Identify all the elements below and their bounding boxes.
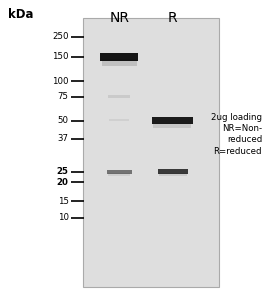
FancyBboxPatch shape [108, 95, 130, 98]
FancyBboxPatch shape [154, 123, 191, 128]
FancyBboxPatch shape [152, 117, 193, 124]
Text: 150: 150 [52, 52, 69, 62]
FancyBboxPatch shape [102, 59, 137, 66]
Text: 15: 15 [58, 196, 69, 206]
Text: 2ug loading
NR=Non-
reduced
R=reduced: 2ug loading NR=Non- reduced R=reduced [211, 112, 262, 156]
Text: 50: 50 [58, 116, 69, 125]
FancyBboxPatch shape [107, 170, 132, 173]
FancyBboxPatch shape [110, 119, 129, 121]
Text: 75: 75 [58, 92, 69, 101]
Text: kDa: kDa [8, 8, 34, 20]
Text: 20: 20 [57, 178, 69, 187]
Text: 10: 10 [58, 213, 69, 222]
Text: 37: 37 [58, 134, 69, 143]
Text: 250: 250 [52, 32, 69, 41]
FancyBboxPatch shape [159, 173, 187, 176]
Text: NR: NR [109, 11, 129, 25]
FancyBboxPatch shape [108, 173, 130, 176]
FancyBboxPatch shape [83, 18, 219, 286]
FancyBboxPatch shape [100, 53, 138, 61]
Text: 25: 25 [57, 167, 69, 176]
Text: R: R [168, 11, 178, 25]
Text: 100: 100 [52, 76, 69, 85]
FancyBboxPatch shape [158, 169, 188, 174]
